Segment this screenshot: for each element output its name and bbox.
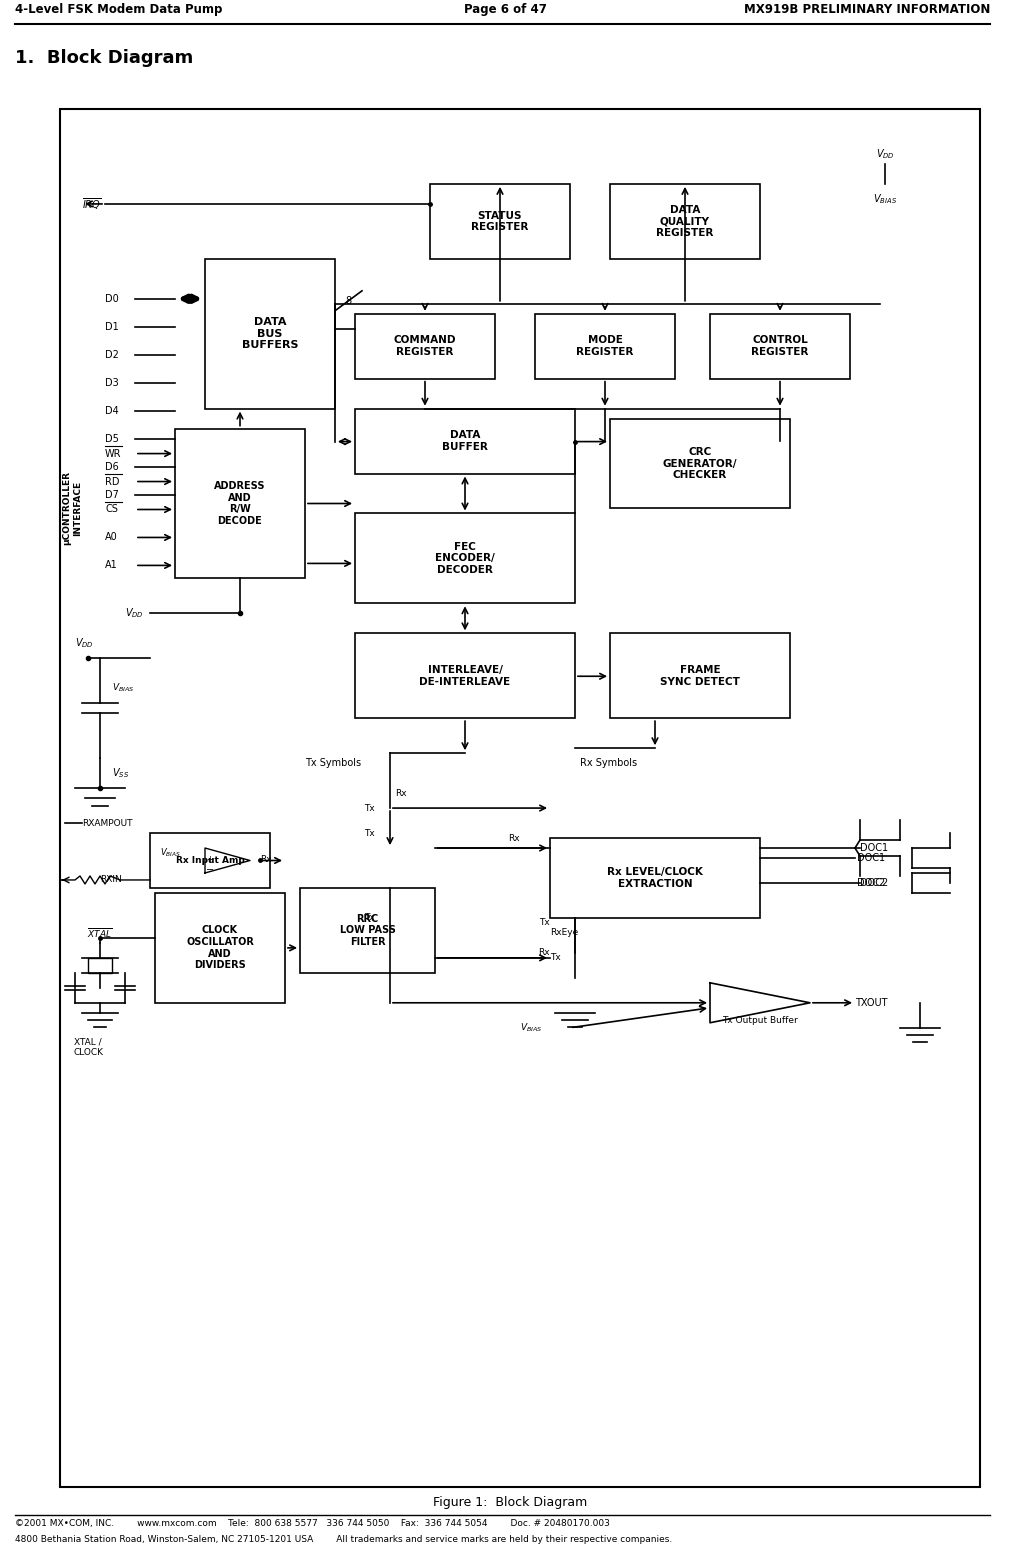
Text: $V_{DD}$: $V_{DD}$	[125, 606, 144, 620]
Text: D3: D3	[105, 378, 119, 388]
Bar	[60, 109, 980, 1487]
FancyBboxPatch shape	[610, 634, 790, 718]
Text: RXAMPOUT: RXAMPOUT	[82, 819, 132, 828]
Text: Tx: Tx	[364, 914, 375, 922]
FancyBboxPatch shape	[205, 258, 335, 408]
Text: RxEye: RxEye	[550, 928, 578, 937]
Text: WR: WR	[105, 448, 121, 459]
Text: D6: D6	[105, 461, 119, 472]
Text: D4: D4	[105, 406, 119, 416]
Text: Rx: Rx	[538, 948, 550, 958]
Text: Figure 1:  Block Diagram: Figure 1: Block Diagram	[433, 1496, 587, 1509]
Text: FEC
ENCODER/
DECODER: FEC ENCODER/ DECODER	[435, 542, 495, 575]
Text: Rx Input Amp: Rx Input Amp	[175, 856, 245, 866]
Text: −: −	[206, 866, 214, 875]
FancyBboxPatch shape	[430, 184, 570, 258]
Text: INTERLEAVE/
DE-INTERLEAVE: INTERLEAVE/ DE-INTERLEAVE	[420, 665, 511, 687]
Text: RD: RD	[105, 476, 119, 486]
Text: $V_{SS}$: $V_{SS}$	[112, 766, 129, 780]
Text: 1.  Block Diagram: 1. Block Diagram	[15, 50, 194, 67]
Text: $V_{BIAS}$: $V_{BIAS}$	[160, 847, 181, 859]
FancyBboxPatch shape	[610, 184, 760, 258]
Text: $\overline{IRQ}$: $\overline{IRQ}$	[82, 196, 101, 212]
Text: Rx: Rx	[395, 789, 407, 799]
Text: MX919B PRELIMINARY INFORMATION: MX919B PRELIMINARY INFORMATION	[744, 3, 990, 16]
Text: D7: D7	[105, 489, 119, 500]
Polygon shape	[205, 849, 250, 873]
Text: CLOCK
OSCILLATOR
AND
DIVIDERS: CLOCK OSCILLATOR AND DIVIDERS	[186, 925, 254, 970]
Bar	[88, 958, 112, 973]
FancyBboxPatch shape	[355, 408, 575, 473]
Text: CRC
GENERATOR/
CHECKER: CRC GENERATOR/ CHECKER	[662, 447, 738, 480]
Text: Tx Output Buffer: Tx Output Buffer	[722, 1015, 798, 1025]
Text: Tx: Tx	[539, 919, 550, 928]
Text: COMMAND
REGISTER: COMMAND REGISTER	[393, 335, 457, 357]
Text: Tx: Tx	[364, 828, 375, 838]
FancyBboxPatch shape	[150, 833, 270, 887]
Text: DOC2: DOC2	[857, 878, 886, 887]
Text: ADDRESS
AND
R/W
DECODE: ADDRESS AND R/W DECODE	[214, 481, 266, 526]
Text: RXIN: RXIN	[100, 875, 121, 884]
FancyBboxPatch shape	[355, 315, 495, 378]
Text: $V_{BIAS}$: $V_{BIAS}$	[112, 682, 135, 694]
FancyBboxPatch shape	[155, 894, 285, 1003]
FancyBboxPatch shape	[710, 315, 850, 378]
Text: Rx Symbols: Rx Symbols	[580, 758, 637, 768]
Text: MODE
REGISTER: MODE REGISTER	[577, 335, 634, 357]
Text: $V_{DD}$: $V_{DD}$	[875, 146, 895, 160]
Text: DOC1: DOC1	[857, 853, 886, 863]
Text: DATA
QUALITY
REGISTER: DATA QUALITY REGISTER	[656, 206, 713, 238]
Text: DATA
BUS
BUFFERS: DATA BUS BUFFERS	[242, 318, 299, 350]
Text: Page 6 of 47: Page 6 of 47	[464, 3, 546, 16]
Text: +: +	[207, 855, 213, 864]
FancyBboxPatch shape	[355, 514, 575, 604]
Polygon shape	[710, 982, 810, 1023]
Text: XTAL /
CLOCK: XTAL / CLOCK	[73, 1039, 103, 1057]
Text: ©2001 MX•COM, INC.        www.mxcom.com    Tele:  800 638 5577   336 744 5050   : ©2001 MX•COM, INC. www.mxcom.com Tele: 8…	[15, 1520, 610, 1527]
Text: µCONTROLLER
INTERFACE: µCONTROLLER INTERFACE	[62, 472, 82, 545]
Text: RRC
LOW PASS
FILTER: RRC LOW PASS FILTER	[339, 914, 395, 947]
Text: Tx: Tx	[550, 953, 560, 962]
Text: $\overline{XTAL}$: $\overline{XTAL}$	[88, 926, 113, 940]
Text: CS: CS	[105, 504, 118, 514]
Text: D0: D0	[105, 294, 119, 304]
Text: 4800 Bethania Station Road, Winston-Salem, NC 27105-1201 USA        All trademar: 4800 Bethania Station Road, Winston-Sale…	[15, 1535, 673, 1545]
Text: FRAME
SYNC DETECT: FRAME SYNC DETECT	[660, 665, 740, 687]
FancyBboxPatch shape	[610, 419, 790, 509]
Text: Tx: Tx	[364, 803, 375, 813]
Text: Rx: Rx	[508, 833, 520, 842]
Text: $V_{BIAS}$: $V_{BIAS}$	[520, 1021, 542, 1034]
FancyBboxPatch shape	[300, 887, 435, 973]
Text: DOC2: DOC2	[860, 878, 889, 887]
Text: DOC1: DOC1	[860, 842, 889, 853]
Text: D2: D2	[105, 350, 119, 360]
Text: STATUS
REGISTER: STATUS REGISTER	[472, 210, 529, 232]
Text: A1: A1	[105, 561, 118, 570]
Text: TXOUT: TXOUT	[855, 998, 888, 1007]
FancyBboxPatch shape	[535, 315, 675, 378]
Text: CONTROL
REGISTER: CONTROL REGISTER	[751, 335, 809, 357]
Text: 8: 8	[345, 296, 352, 305]
Text: 4-Level FSK Modem Data Pump: 4-Level FSK Modem Data Pump	[15, 3, 222, 16]
Text: Rx: Rx	[260, 855, 272, 864]
FancyBboxPatch shape	[175, 428, 305, 578]
FancyBboxPatch shape	[355, 634, 575, 718]
Text: D1: D1	[105, 322, 119, 332]
Text: $V_{DD}$: $V_{DD}$	[75, 637, 94, 651]
Text: Rx LEVEL/CLOCK
EXTRACTION: Rx LEVEL/CLOCK EXTRACTION	[607, 867, 703, 889]
Text: A0: A0	[105, 532, 118, 542]
Text: $V_{BIAS}$: $V_{BIAS}$	[873, 192, 897, 206]
Text: D5: D5	[105, 433, 119, 444]
Text: DATA
BUFFER: DATA BUFFER	[442, 430, 488, 452]
Text: Tx Symbols: Tx Symbols	[305, 758, 361, 768]
FancyBboxPatch shape	[550, 838, 760, 919]
